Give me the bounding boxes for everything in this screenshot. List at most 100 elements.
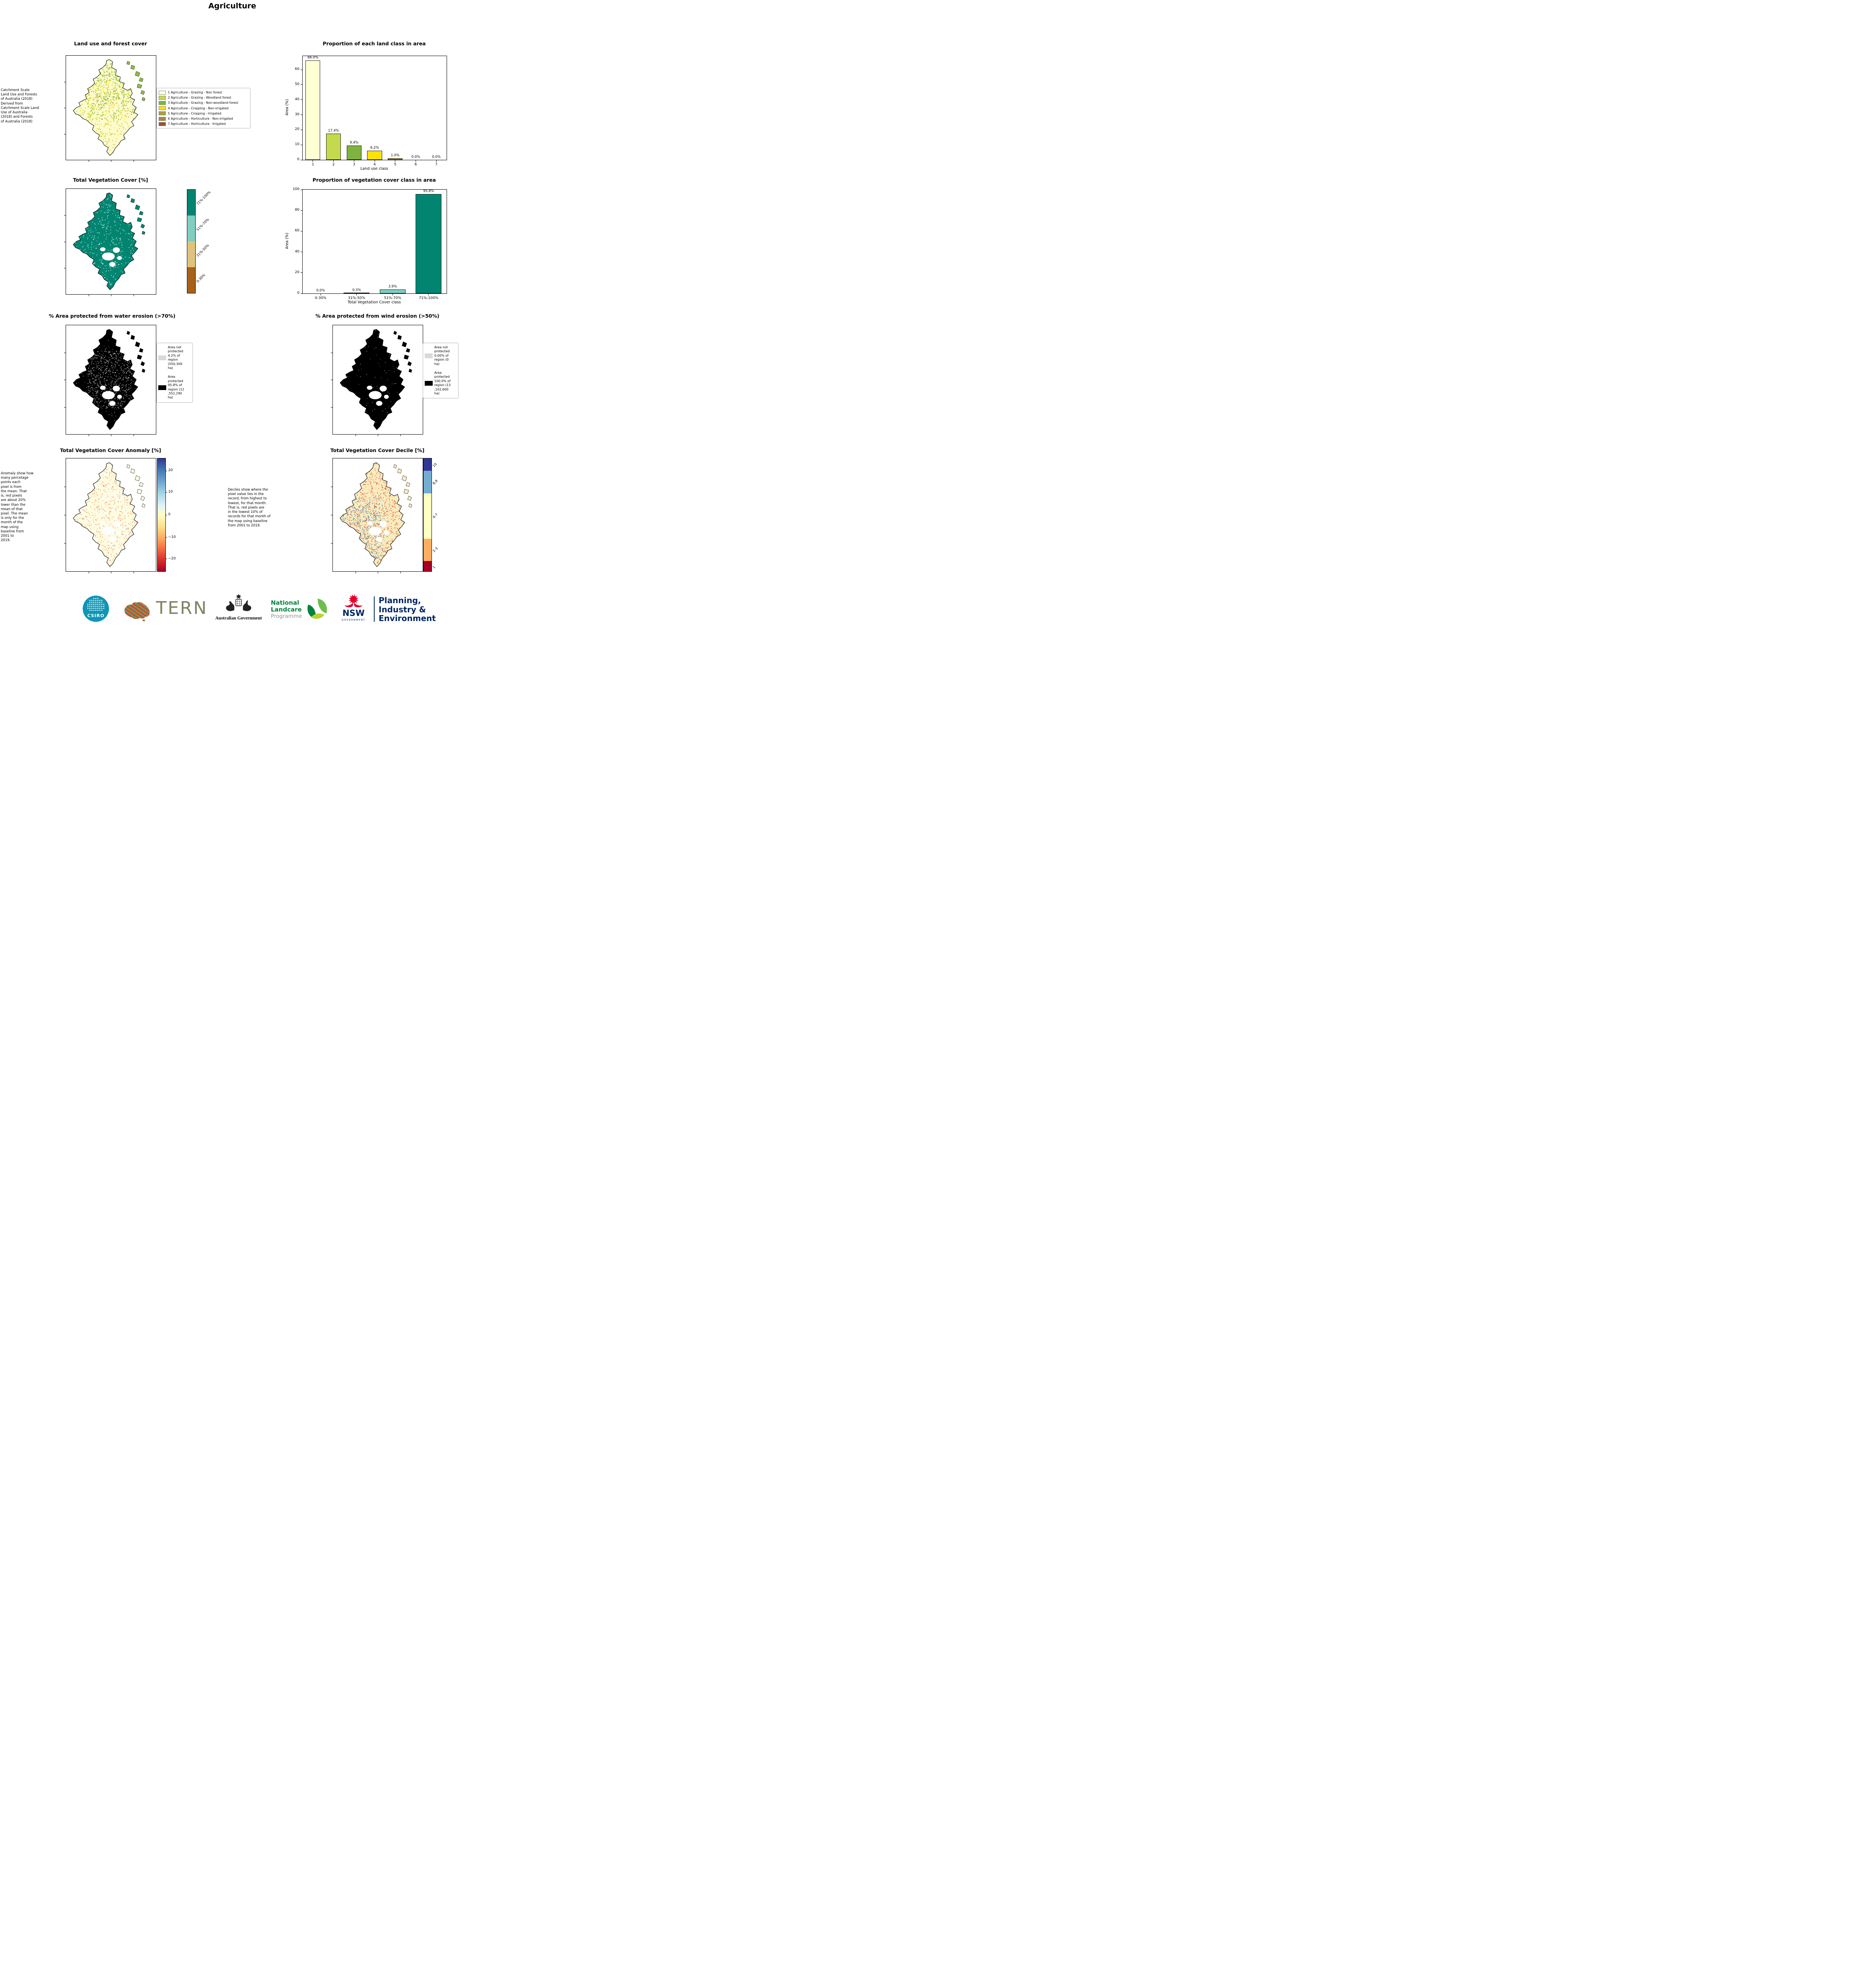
bar-2 — [326, 134, 341, 160]
colorbar-segment — [187, 267, 195, 293]
catchment-shape — [340, 462, 412, 567]
decile-title: Total Vegetation Cover Decile [%] — [330, 447, 425, 453]
axis-tick — [64, 407, 66, 408]
tern-wordmark: TERN — [156, 598, 208, 618]
legend-label: 7 Agriculture - Horticulture - Irrigated — [168, 122, 226, 126]
legend-item: 2 Agriculture - Grazing - Woodland fores… — [159, 95, 248, 100]
colorbar-label: 0-30% — [196, 273, 206, 284]
veg-cover-title: Total Vegetation Cover [%] — [73, 177, 148, 183]
legend-item: Area not protected 0.00% of region (0 ha… — [425, 346, 457, 366]
colorbar-label: 10 — [432, 462, 438, 468]
veg-class-chart-title: Proportion of vegetation cover class in … — [312, 177, 436, 183]
catchment-shape — [340, 329, 412, 430]
bar-value-label: 66.0% — [307, 56, 319, 60]
x-tick-label: 5 — [394, 163, 396, 167]
colorbar-tick — [165, 537, 167, 538]
landcare-wordmark: National Landcare Programme — [271, 599, 302, 619]
colorbar-label: 51%-70% — [196, 217, 210, 232]
decile-map — [331, 458, 423, 573]
legend-item: Area not protected 4.2% of region (550,3… — [158, 346, 191, 370]
landcare-line1: National — [271, 599, 299, 606]
bar-value-label: 0.0% — [411, 155, 420, 159]
x-tick-label: 2 — [332, 163, 335, 167]
x-tick — [428, 293, 429, 295]
anomaly-colorbar: 20 10 0 −10 −20 — [157, 458, 176, 572]
y-tick — [301, 99, 303, 100]
catchment-shape — [73, 192, 146, 290]
x-tick-label: 4 — [373, 163, 376, 167]
x-tick-label: 1 — [311, 163, 314, 167]
bar-5 — [388, 158, 403, 160]
y-tick-label: 20 — [295, 127, 299, 132]
legend-swatch — [159, 122, 166, 126]
csiro-logo: CSIRO — [83, 596, 109, 622]
page-title: Agriculture — [208, 2, 257, 10]
wind-erosion-map — [331, 325, 423, 436]
legend-swatch — [159, 90, 166, 95]
nsw-government-label: GOVERNMENT — [341, 619, 366, 621]
colorbar-label: 4-7 — [432, 513, 439, 520]
anomaly-map-canvas — [73, 462, 146, 567]
anomaly-map — [64, 458, 156, 573]
land-class-chart-title: Proportion of each land class in area — [323, 41, 426, 47]
legend-label: 5 Agriculture - Cropping - Irrigated — [168, 111, 222, 115]
x-tick-label: 6 — [414, 163, 417, 167]
decile-colorbar: 10 8,9 4-7 2-3 1 — [423, 458, 439, 572]
colorbar-tick-label: 10 — [168, 490, 173, 494]
australian-government-crest-icon — [226, 594, 251, 611]
y-tick-label: 50 — [295, 82, 299, 86]
catchment-shape — [73, 329, 146, 430]
y-tick-label: 60 — [295, 229, 299, 233]
x-tick — [333, 160, 334, 162]
legend-label: 6 Agriculture - Horticulture - Non-irrig… — [168, 117, 233, 121]
decile-note: Deciles show where the pixel value lies … — [228, 488, 271, 528]
colorbar-segment — [424, 458, 431, 471]
x-tick-label: 7 — [435, 163, 437, 167]
y-tick-label: 80 — [295, 208, 299, 212]
land-use-title: Land use and forest cover — [74, 41, 147, 47]
legend-swatch — [159, 101, 166, 105]
legend-label: 1 Agriculture - Grazing - Non forest — [168, 91, 222, 95]
colorbar-tick-label: 0 — [168, 513, 171, 516]
land-class-xlabel: Land use class — [360, 167, 388, 171]
bar-value-label: 1.0% — [391, 153, 400, 158]
x-tick-label: 31%-50% — [348, 296, 365, 300]
y-tick — [301, 84, 303, 85]
land-use-map-canvas — [73, 59, 146, 156]
x-tick-label: 0-30% — [315, 296, 327, 300]
y-tick-label: 10 — [295, 142, 299, 147]
colorbar-segment — [187, 190, 195, 215]
y-tick-label: 0 — [297, 157, 299, 161]
y-tick — [301, 293, 303, 294]
catchment-shape — [73, 59, 146, 156]
axis-tick — [331, 407, 332, 408]
legend-swatch — [159, 111, 166, 116]
axis-tick — [331, 543, 332, 544]
legend-item: 4 Agriculture - Cropping - Non-irrigated — [159, 106, 248, 111]
y-tick-label: 100 — [292, 187, 299, 191]
department-wordmark: Planning, Industry & Environment — [379, 596, 436, 623]
colorbar-segment — [424, 561, 431, 571]
bar-value-label: 0.0% — [316, 289, 325, 293]
y-tick-label: 20 — [295, 270, 299, 274]
colorbar-tick-label: −10 — [168, 535, 176, 539]
landcare-line3: Programme — [271, 613, 302, 619]
water-erosion-map — [64, 325, 156, 436]
veg-class-xlabel: Total Vegetation Cover class — [348, 300, 401, 305]
bar-1 — [305, 60, 321, 160]
colorbar-tick-label: 20 — [168, 468, 173, 473]
legend-item: 7 Agriculture - Horticulture - Irrigated — [159, 121, 248, 126]
legend-item: Area protected 95.8% of region (12 ,552,… — [158, 375, 191, 400]
legend-swatch — [159, 95, 166, 100]
veg-cover-map-canvas — [73, 192, 146, 290]
bar-value-label: 6.2% — [370, 146, 379, 150]
legend-label: Area not protected 0.00% of region (0 ha… — [434, 346, 450, 366]
decile-map-canvas — [340, 462, 412, 567]
bar-value-label: 3.9% — [388, 284, 397, 289]
legend-swatch — [159, 106, 166, 111]
wind-erosion-legend: Area not protected 0.00% of region (0 ha… — [423, 343, 459, 399]
nsw-waratah-icon — [344, 594, 363, 608]
legend-swatch — [425, 381, 433, 386]
department-line2: Industry & — [379, 604, 426, 614]
veg-class-bar-chart: 0 20 40 60 80 100 0.0% 0-30% 0.3% 31%-50% 3.9% 51%-… — [293, 187, 447, 300]
